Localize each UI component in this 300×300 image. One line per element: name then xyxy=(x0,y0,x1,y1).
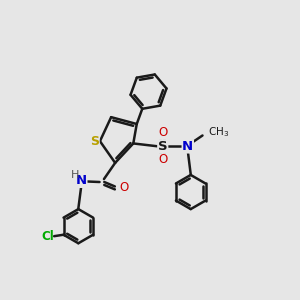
Text: S: S xyxy=(158,140,168,153)
Text: CH$_3$: CH$_3$ xyxy=(208,125,230,139)
Text: O: O xyxy=(120,182,129,194)
Text: N: N xyxy=(182,140,193,153)
Text: H: H xyxy=(71,170,80,180)
Text: S: S xyxy=(90,135,99,148)
Text: O: O xyxy=(158,153,167,167)
Text: O: O xyxy=(158,126,167,139)
Text: Cl: Cl xyxy=(42,230,55,243)
Text: N: N xyxy=(76,174,87,187)
